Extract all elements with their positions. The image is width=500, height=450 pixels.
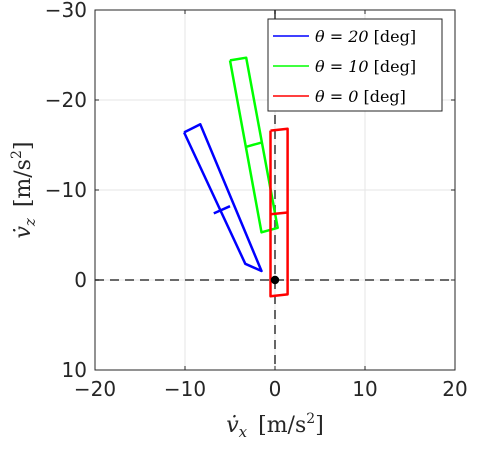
series-outline-1 [182,123,263,273]
y-axis-label: v̇z [m/s2] [9,141,39,238]
x-tick-label: −20 [74,377,116,401]
x-axis-label: v̇x [m/s2] [226,411,324,441]
x-tick-label: −10 [164,377,206,401]
y-tick-label: 0 [74,268,87,292]
origin-point [270,275,280,285]
legend-label-2: θ = 10 [deg] [315,57,416,76]
series-midline-2 [245,141,263,149]
series-outline-3 [269,127,289,298]
x-tick-label: 0 [269,377,282,401]
series-midline-1 [213,205,231,215]
axis-labels: v̇x [m/s2] v̇z [m/s2] [9,141,324,441]
y-tick-label: −30 [45,0,87,22]
x-tick-label: 10 [352,377,377,401]
axes: −20 −10 0 10 20 −30 −20 −10 0 10 [45,0,468,401]
y-tick-label: −20 [45,88,87,112]
x-tick-label: 20 [442,377,467,401]
y-tick-label: −10 [45,178,87,202]
legend: θ = 20 [deg] θ = 10 [deg] θ = 0 [deg] [267,18,443,112]
legend-label-3: θ = 0 [deg] [315,87,406,106]
series-outline-2 [228,56,279,234]
legend-label-1: θ = 20 [deg] [315,27,416,46]
series-midline-3 [270,211,288,216]
y-tick-label: 10 [62,358,87,382]
